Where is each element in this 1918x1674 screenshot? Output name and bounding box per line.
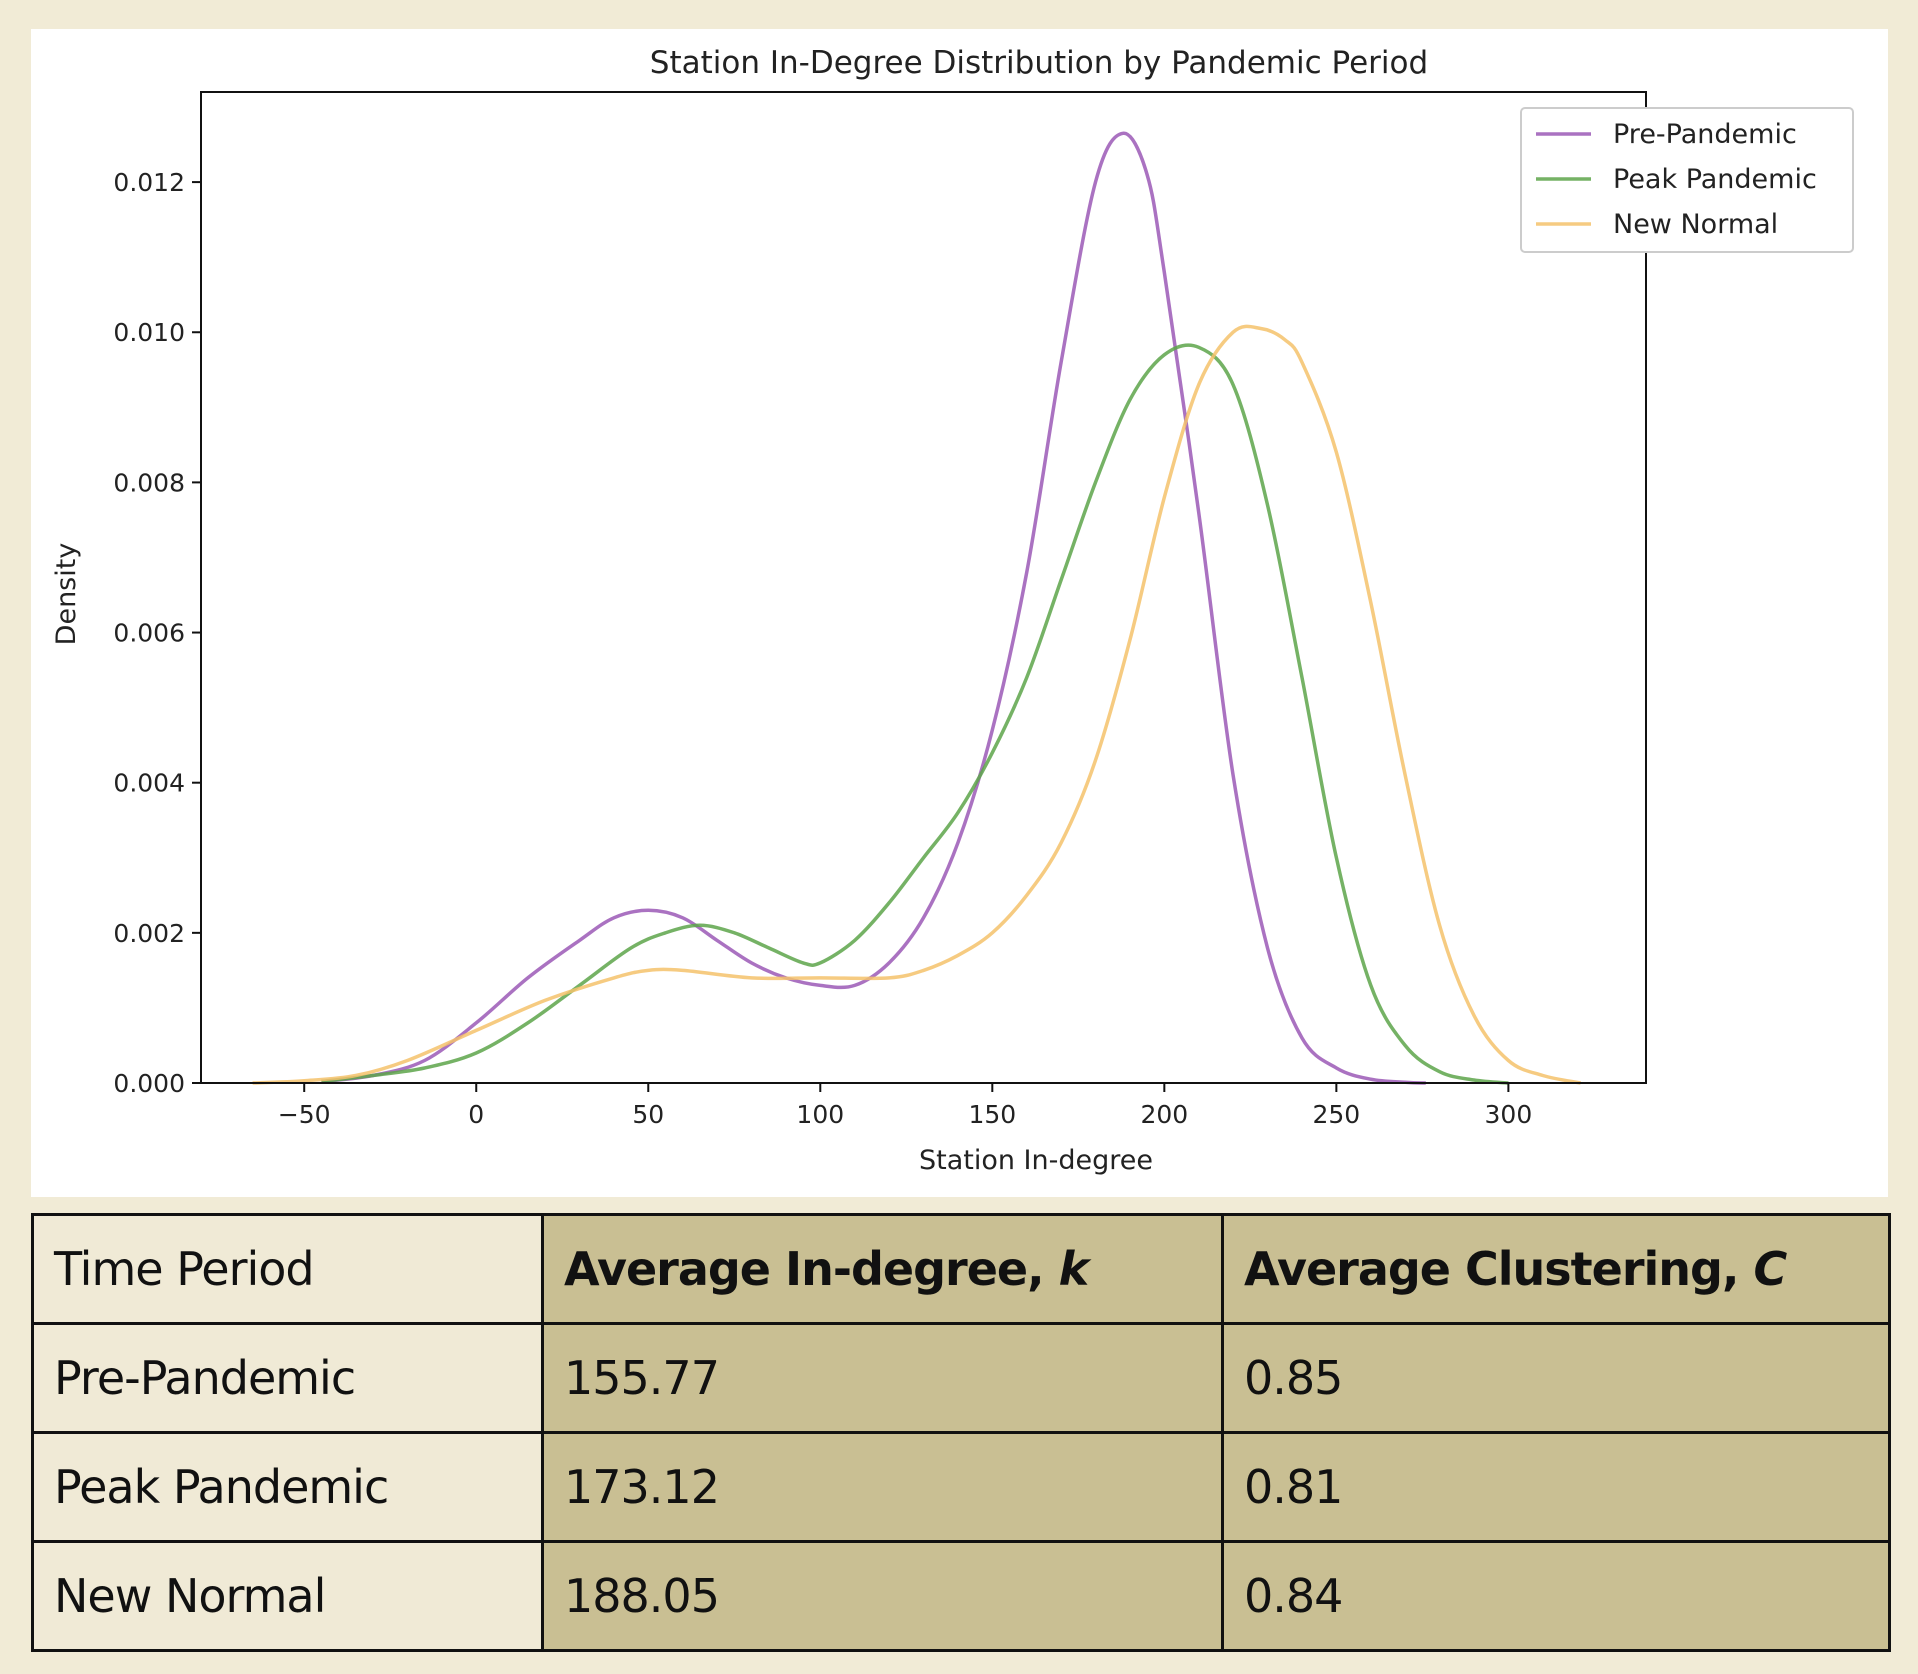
legend-box: [1520, 107, 1854, 253]
x-tick-label: 150: [968, 1100, 1016, 1129]
row-in-degree: 188.05: [541, 1540, 1224, 1652]
row-clustering: 0.84: [1221, 1540, 1891, 1652]
series-layer: [252, 131, 1581, 1085]
table-row: Peak Pandemic 173.12 0.81: [31, 1431, 1891, 1543]
x-tick-label: 300: [1485, 1100, 1533, 1129]
y-tick-label: 0.008: [113, 468, 185, 497]
stats-table: Time Period Average In-degree, k Average…: [31, 1213, 1891, 1652]
x-tick-label: 0: [468, 1100, 484, 1129]
x-tick-label: 200: [1140, 1100, 1188, 1129]
x-ticks: −50 0 50 100 150 200 250 300: [278, 1083, 1532, 1129]
row-period: New Normal: [31, 1540, 544, 1652]
header-time-period: Time Period: [31, 1213, 544, 1325]
x-axis-label: Station In-degree: [919, 1145, 1153, 1176]
y-tick-label: 0.002: [113, 919, 185, 948]
x-tick-label: 50: [632, 1100, 664, 1129]
legend: Pre-Pandemic Peak Pandemic New Normal: [1520, 107, 1854, 253]
chart-panel: Station In-Degree Distribution by Pandem…: [31, 29, 1888, 1197]
legend-label: Pre-Pandemic: [1613, 119, 1797, 150]
row-clustering: 0.81: [1221, 1431, 1891, 1543]
header-average-clustering: Average Clustering, C: [1221, 1213, 1891, 1325]
y-tick-label: 0.004: [113, 769, 185, 798]
row-period: Pre-Pandemic: [31, 1322, 544, 1434]
y-tick-label: 0.010: [113, 318, 185, 347]
y-axis-label: Density: [51, 543, 82, 646]
x-tick-label: 250: [1312, 1100, 1360, 1129]
header-average-in-degree: Average In-degree, k: [541, 1213, 1224, 1325]
y-ticks: 0.000 0.002 0.004 0.006 0.008 0.010 0.012: [113, 168, 201, 1098]
density-chart: Station In-Degree Distribution by Pandem…: [51, 45, 1854, 1176]
chart-title: Station In-Degree Distribution by Pandem…: [650, 45, 1428, 81]
plot-frame: [200, 91, 1647, 1084]
table-row: New Normal 188.05 0.84: [31, 1540, 1891, 1652]
table-row: Pre-Pandemic 155.77 0.85: [31, 1322, 1891, 1434]
series-line-pre-pandemic: [321, 131, 1426, 1085]
x-tick-label: 100: [796, 1100, 844, 1129]
legend-label: New Normal: [1613, 209, 1778, 240]
row-period: Peak Pandemic: [31, 1431, 544, 1543]
header-var-k: k: [1058, 1242, 1090, 1296]
y-tick-label: 0.006: [113, 619, 185, 648]
x-tick-label: −50: [278, 1100, 331, 1129]
header-var-c: C: [1753, 1242, 1787, 1296]
table-header-row: Time Period Average In-degree, k Average…: [31, 1213, 1891, 1325]
row-in-degree: 155.77: [541, 1322, 1224, 1434]
y-tick-label: 0.012: [113, 168, 185, 197]
series-line-peak-pandemic: [321, 343, 1509, 1085]
row-clustering: 0.85: [1221, 1322, 1891, 1434]
y-tick-label: 0.000: [113, 1069, 185, 1098]
legend-label: Peak Pandemic: [1613, 164, 1817, 195]
series-line-new-normal: [252, 324, 1581, 1085]
row-in-degree: 173.12: [541, 1431, 1224, 1543]
